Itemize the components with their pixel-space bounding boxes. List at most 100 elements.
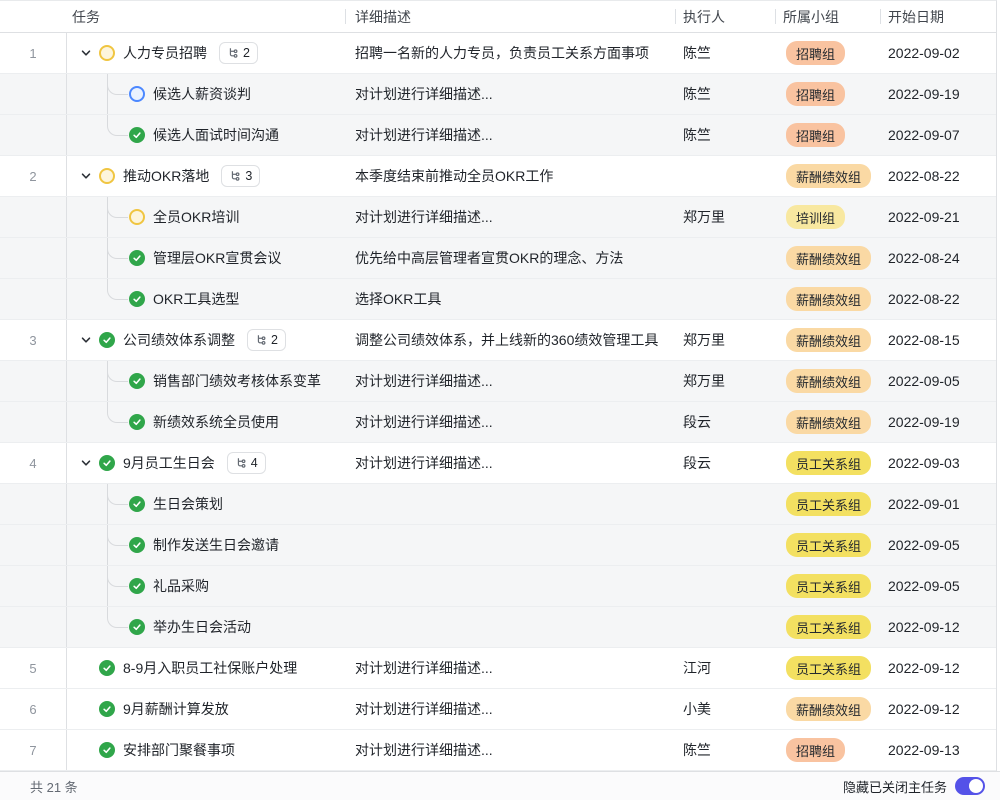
executor-name[interactable]: [675, 279, 775, 319]
status-icon[interactable]: [129, 537, 145, 553]
task-cell[interactable]: 9月员工生日会 4: [67, 443, 345, 483]
task-title[interactable]: 管理层OKR宣贯会议: [153, 250, 282, 266]
task-title[interactable]: 9月员工生日会: [123, 455, 215, 471]
task-cell[interactable]: 候选人薪资谈判: [67, 74, 345, 114]
status-icon[interactable]: [129, 209, 145, 225]
executor-name[interactable]: [675, 156, 775, 196]
executor-name[interactable]: 陈竺: [683, 86, 711, 102]
start-date[interactable]: 2022-09-12: [888, 660, 960, 676]
task-cell[interactable]: 安排部门聚餐事项: [67, 730, 345, 770]
start-date[interactable]: 2022-09-13: [888, 742, 960, 758]
task-title[interactable]: 候选人面试时间沟通: [153, 127, 279, 143]
group-cell[interactable]: 员工关系组: [775, 484, 880, 524]
group-cell[interactable]: 员工关系组: [775, 525, 880, 565]
group-tag[interactable]: 招聘组: [786, 41, 846, 65]
group-tag[interactable]: 薪酬绩效组: [786, 697, 872, 721]
group-tag[interactable]: 员工关系组: [786, 533, 872, 557]
task-title[interactable]: 新绩效系统全员使用: [153, 414, 279, 430]
group-cell[interactable]: 薪酬绩效组: [775, 320, 880, 360]
executor-name[interactable]: 段云: [683, 414, 711, 430]
group-cell[interactable]: 员工关系组: [775, 648, 880, 688]
start-date[interactable]: 2022-09-05: [888, 537, 960, 553]
task-title[interactable]: OKR工具选型: [153, 291, 240, 307]
start-date[interactable]: 2022-09-05: [888, 373, 960, 389]
task-cell[interactable]: 新绩效系统全员使用: [67, 402, 345, 442]
start-date[interactable]: 2022-08-24: [888, 250, 960, 266]
status-icon[interactable]: [129, 414, 145, 430]
group-tag[interactable]: 员工关系组: [786, 656, 872, 680]
chevron-down-icon[interactable]: [78, 168, 94, 184]
start-date[interactable]: 2022-09-12: [888, 701, 960, 717]
start-date[interactable]: 2022-09-21: [888, 209, 960, 225]
task-cell[interactable]: 候选人面试时间沟通: [67, 115, 345, 155]
group-tag[interactable]: 薪酬绩效组: [786, 369, 872, 393]
task-desc[interactable]: 对计划进行详细描述...: [355, 414, 493, 430]
group-cell[interactable]: 员工关系组: [775, 443, 880, 483]
subtask-count-badge[interactable]: 4: [226, 452, 266, 474]
status-icon[interactable]: [129, 578, 145, 594]
group-cell[interactable]: 员工关系组: [775, 607, 880, 647]
executor-name[interactable]: [675, 238, 775, 278]
task-cell[interactable]: 人力专员招聘 2: [67, 33, 345, 73]
start-date[interactable]: 2022-09-02: [888, 45, 960, 61]
executor-name[interactable]: [675, 525, 775, 565]
group-cell[interactable]: 薪酬绩效组: [775, 279, 880, 319]
task-title[interactable]: 制作发送生日会邀请: [153, 537, 279, 553]
group-cell[interactable]: 招聘组: [775, 33, 880, 73]
start-date[interactable]: 2022-09-19: [888, 414, 960, 430]
task-desc[interactable]: [345, 525, 675, 565]
chevron-down-icon[interactable]: [78, 332, 94, 348]
task-title[interactable]: 推动OKR落地: [123, 168, 210, 184]
task-title[interactable]: 8-9月入职员工社保账户处理: [123, 660, 298, 676]
subtask-count-badge[interactable]: 2: [247, 329, 286, 351]
task-cell[interactable]: 销售部门绩效考核体系变革: [67, 361, 345, 401]
task-title[interactable]: 全员OKR培训: [153, 209, 240, 225]
task-cell[interactable]: 8-9月入职员工社保账户处理: [67, 648, 345, 688]
task-desc[interactable]: 对计划进行详细描述...: [355, 86, 493, 102]
task-title[interactable]: 销售部门绩效考核体系变革: [153, 373, 321, 389]
executor-name[interactable]: [675, 484, 775, 524]
group-tag[interactable]: 员工关系组: [786, 492, 872, 516]
status-icon[interactable]: [129, 496, 145, 512]
group-cell[interactable]: 培训组: [775, 197, 880, 237]
group-tag[interactable]: 员工关系组: [786, 451, 872, 475]
executor-name[interactable]: 陈竺: [683, 742, 711, 758]
start-date[interactable]: 2022-08-15: [888, 332, 960, 348]
task-desc[interactable]: 本季度结束前推动全员OKR工作: [355, 168, 554, 184]
start-date[interactable]: 2022-09-01: [888, 496, 960, 512]
executor-name[interactable]: 陈竺: [683, 45, 711, 61]
task-cell[interactable]: 礼品采购: [67, 566, 345, 606]
status-icon[interactable]: [129, 291, 145, 307]
task-desc[interactable]: 对计划进行详细描述...: [355, 209, 493, 225]
start-date[interactable]: 2022-09-19: [888, 86, 960, 102]
start-date[interactable]: 2022-09-12: [888, 619, 960, 635]
group-cell[interactable]: 招聘组: [775, 115, 880, 155]
group-tag[interactable]: 培训组: [786, 205, 846, 229]
status-icon[interactable]: [129, 127, 145, 143]
task-cell[interactable]: 制作发送生日会邀请: [67, 525, 345, 565]
group-cell[interactable]: 薪酬绩效组: [775, 361, 880, 401]
executor-name[interactable]: 郑万里: [683, 373, 725, 389]
task-desc[interactable]: 调整公司绩效体系，并上线新的360绩效管理工具: [355, 332, 659, 348]
status-icon[interactable]: [129, 373, 145, 389]
task-desc[interactable]: [345, 566, 675, 606]
task-cell[interactable]: 管理层OKR宣贯会议: [67, 238, 345, 278]
task-title[interactable]: 生日会策划: [153, 496, 223, 512]
chevron-down-icon[interactable]: [78, 45, 94, 61]
group-cell[interactable]: 薪酬绩效组: [775, 402, 880, 442]
group-cell[interactable]: 招聘组: [775, 74, 880, 114]
task-desc[interactable]: 选择OKR工具: [355, 291, 442, 307]
column-header-desc[interactable]: 详细描述: [345, 1, 675, 32]
status-icon[interactable]: [99, 701, 115, 717]
start-date[interactable]: 2022-08-22: [888, 291, 960, 307]
task-title[interactable]: 举办生日会活动: [153, 619, 251, 635]
start-date[interactable]: 2022-09-03: [888, 455, 960, 471]
executor-name[interactable]: 陈竺: [683, 127, 711, 143]
task-desc[interactable]: 对计划进行详细描述...: [355, 373, 493, 389]
group-cell[interactable]: 薪酬绩效组: [775, 689, 880, 729]
hide-closed-tasks-toggle[interactable]: [955, 777, 985, 795]
task-cell[interactable]: 公司绩效体系调整 2: [67, 320, 345, 360]
subtask-count-badge[interactable]: 2: [219, 42, 258, 64]
start-date[interactable]: 2022-08-22: [888, 168, 960, 184]
column-header-task[interactable]: 任务: [72, 8, 100, 25]
